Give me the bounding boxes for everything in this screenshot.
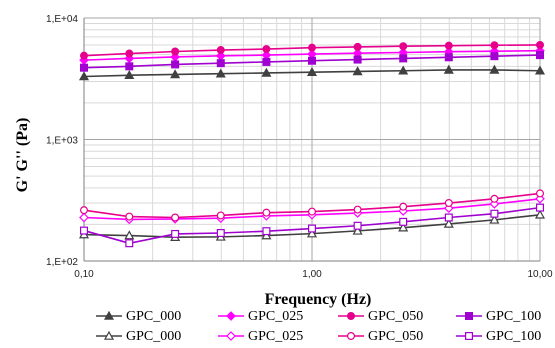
legend-marker (466, 333, 473, 340)
data-point (537, 190, 544, 197)
data-point (126, 213, 133, 220)
data-point (400, 55, 407, 62)
legend-marker (348, 313, 355, 320)
data-point (217, 212, 224, 219)
data-point (80, 214, 88, 222)
data-point (537, 204, 544, 211)
data-point (126, 50, 133, 57)
data-point (400, 43, 407, 50)
data-point (81, 64, 88, 71)
data-point (81, 227, 88, 234)
x-tick-label: 10,00 (527, 269, 552, 280)
data-point (263, 209, 270, 216)
data-point (126, 240, 133, 247)
y-tick-label: 1,E+02 (46, 257, 78, 268)
legend-label: GPC_025 (248, 309, 303, 324)
data-point (81, 207, 88, 214)
data-point (445, 42, 452, 49)
x-tick-label: 1,00 (302, 269, 322, 280)
data-point (354, 222, 361, 229)
data-point (309, 44, 316, 51)
data-point (263, 228, 270, 235)
legend-item: GPC_050 (338, 329, 423, 344)
legend-label: GPC_025 (248, 329, 303, 344)
legend-label: GPC_050 (368, 309, 423, 324)
legend-label: GPC_100 (486, 329, 541, 344)
legend: GPC_000 GPC_025 GPC_050 GPC_100 GPC_000 GPC_0… (96, 309, 541, 344)
data-point (81, 52, 88, 59)
data-point (172, 214, 179, 221)
data-point (445, 200, 452, 207)
data-point (400, 218, 407, 225)
y-tick-label: 1,E+04 (46, 14, 78, 25)
data-point (309, 225, 316, 232)
legend-label: GPC_000 (126, 309, 181, 324)
legend-marker (466, 313, 473, 320)
data-point (537, 52, 544, 59)
data-point (263, 46, 270, 53)
data-point (537, 42, 544, 49)
data-point (217, 47, 224, 54)
data-point (491, 53, 498, 60)
data-point (263, 59, 270, 66)
legend-item: GPC_000 (96, 329, 181, 344)
data-point (217, 60, 224, 67)
data-point (445, 54, 452, 61)
data-point (354, 44, 361, 51)
legend-label: GPC_100 (486, 309, 541, 324)
x-axis-label: Frequency (Hz) (265, 291, 372, 308)
data-point (491, 195, 498, 202)
data-point (172, 61, 179, 68)
data-point (491, 42, 498, 49)
legend-label: GPC_000 (126, 329, 181, 344)
data-point (172, 231, 179, 238)
legend-item: GPC_100 (456, 329, 541, 344)
legend-marker (348, 333, 355, 340)
data-point (445, 214, 452, 221)
legend-item: GPC_025 (218, 309, 303, 324)
data-point (354, 206, 361, 213)
data-point (172, 48, 179, 55)
legend-item: GPC_050 (338, 309, 423, 324)
legend-item: GPC_100 (456, 309, 541, 324)
data-point (309, 208, 316, 215)
x-tick-label: 0,10 (74, 269, 94, 280)
data-point (491, 210, 498, 217)
legend-item: GPC_025 (218, 329, 303, 344)
y-tick-label: 1,E+03 (46, 136, 78, 147)
data-point (309, 57, 316, 64)
y-axis-label: G' G'' (Pa) (14, 118, 31, 193)
data-point (400, 203, 407, 210)
legend-marker (227, 312, 235, 320)
data-point (354, 56, 361, 63)
legend-label: GPC_050 (368, 329, 423, 344)
legend-item: GPC_000 (96, 309, 181, 324)
legend-marker (227, 332, 235, 340)
data-point (217, 230, 224, 237)
data-point (126, 63, 133, 70)
